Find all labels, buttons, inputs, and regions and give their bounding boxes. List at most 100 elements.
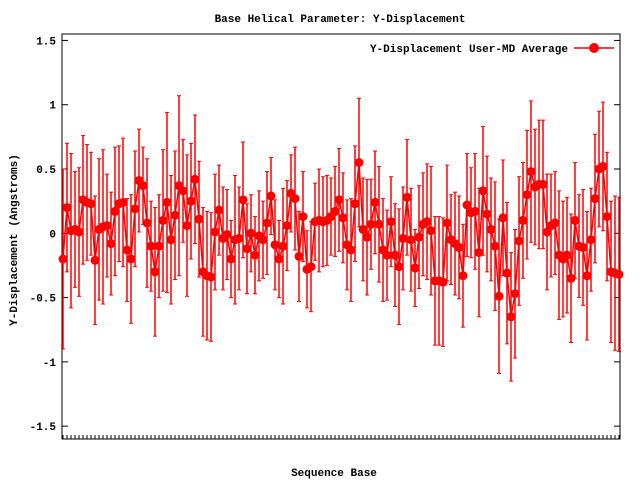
point [358,224,368,234]
point [150,267,160,277]
point [266,191,276,201]
point [382,250,392,260]
point [362,232,372,242]
point [258,235,268,245]
point [162,197,172,207]
point [402,192,412,202]
y-axis-label: Y-Displacement (Angstroms) [9,154,21,326]
point [294,251,304,261]
point [274,254,284,264]
point [158,215,168,225]
point [154,241,164,251]
point [350,199,360,209]
point [426,226,436,236]
plot-frame [61,33,621,440]
point [470,206,480,216]
y-tick-label: 0 [49,229,56,241]
point [374,219,384,229]
point [182,221,192,231]
point [406,235,416,245]
point [138,181,148,191]
y-tick-label: -1.5 [30,422,57,434]
point [602,212,612,222]
point [390,250,400,260]
point [246,228,256,238]
point [562,250,572,260]
chart-title: Base Helical Parameter: Y-Displacement [215,14,466,26]
point [306,262,316,272]
point [494,291,504,301]
point [598,161,608,171]
legend-label: Y-Displacement User-MD Average [370,44,568,56]
point [398,233,408,243]
point [146,241,156,251]
point [102,221,112,231]
point [242,244,252,254]
point [510,289,520,299]
x-axis-label: Sequence Base [291,468,377,480]
point [498,213,508,223]
y-tick-label: -1 [43,358,57,370]
point [538,179,548,189]
point [370,197,380,207]
point [178,186,188,196]
point [438,277,448,287]
point [414,232,424,242]
point [250,250,260,260]
point [474,248,484,258]
point [590,194,600,204]
point [298,212,308,222]
point [130,204,140,214]
point [482,209,492,219]
point [422,217,432,227]
point [578,242,588,252]
point [74,227,84,237]
point [330,206,340,216]
point [442,218,452,228]
point [222,230,232,240]
point [506,312,516,322]
point [490,241,500,251]
point [166,235,176,245]
point [586,235,596,245]
point [122,245,132,255]
point [234,233,244,243]
point [334,195,344,205]
legend-marker [589,43,599,53]
point [386,217,396,227]
point [206,272,216,282]
point [338,213,348,223]
point [190,174,200,184]
point [142,218,152,228]
y-tick-label: -0.5 [30,294,57,306]
point [514,236,524,246]
point [394,262,404,272]
point [502,268,512,278]
point [118,197,128,207]
point [282,221,292,231]
point [86,199,96,209]
point [518,215,528,225]
y-tick-label: 0.5 [36,165,56,177]
point [226,254,236,264]
point [210,227,220,237]
point [238,195,248,205]
point [582,271,592,281]
point [194,214,204,224]
point [478,186,488,196]
point [262,218,272,228]
point [62,203,72,213]
point [526,167,536,177]
point [170,210,180,220]
point [522,190,532,200]
point [90,255,100,265]
point [354,158,364,168]
point [458,271,468,281]
point [186,196,196,206]
point [110,206,120,216]
point [550,218,560,228]
point [270,240,280,250]
point [462,200,472,210]
point [366,219,376,229]
point [614,269,624,279]
